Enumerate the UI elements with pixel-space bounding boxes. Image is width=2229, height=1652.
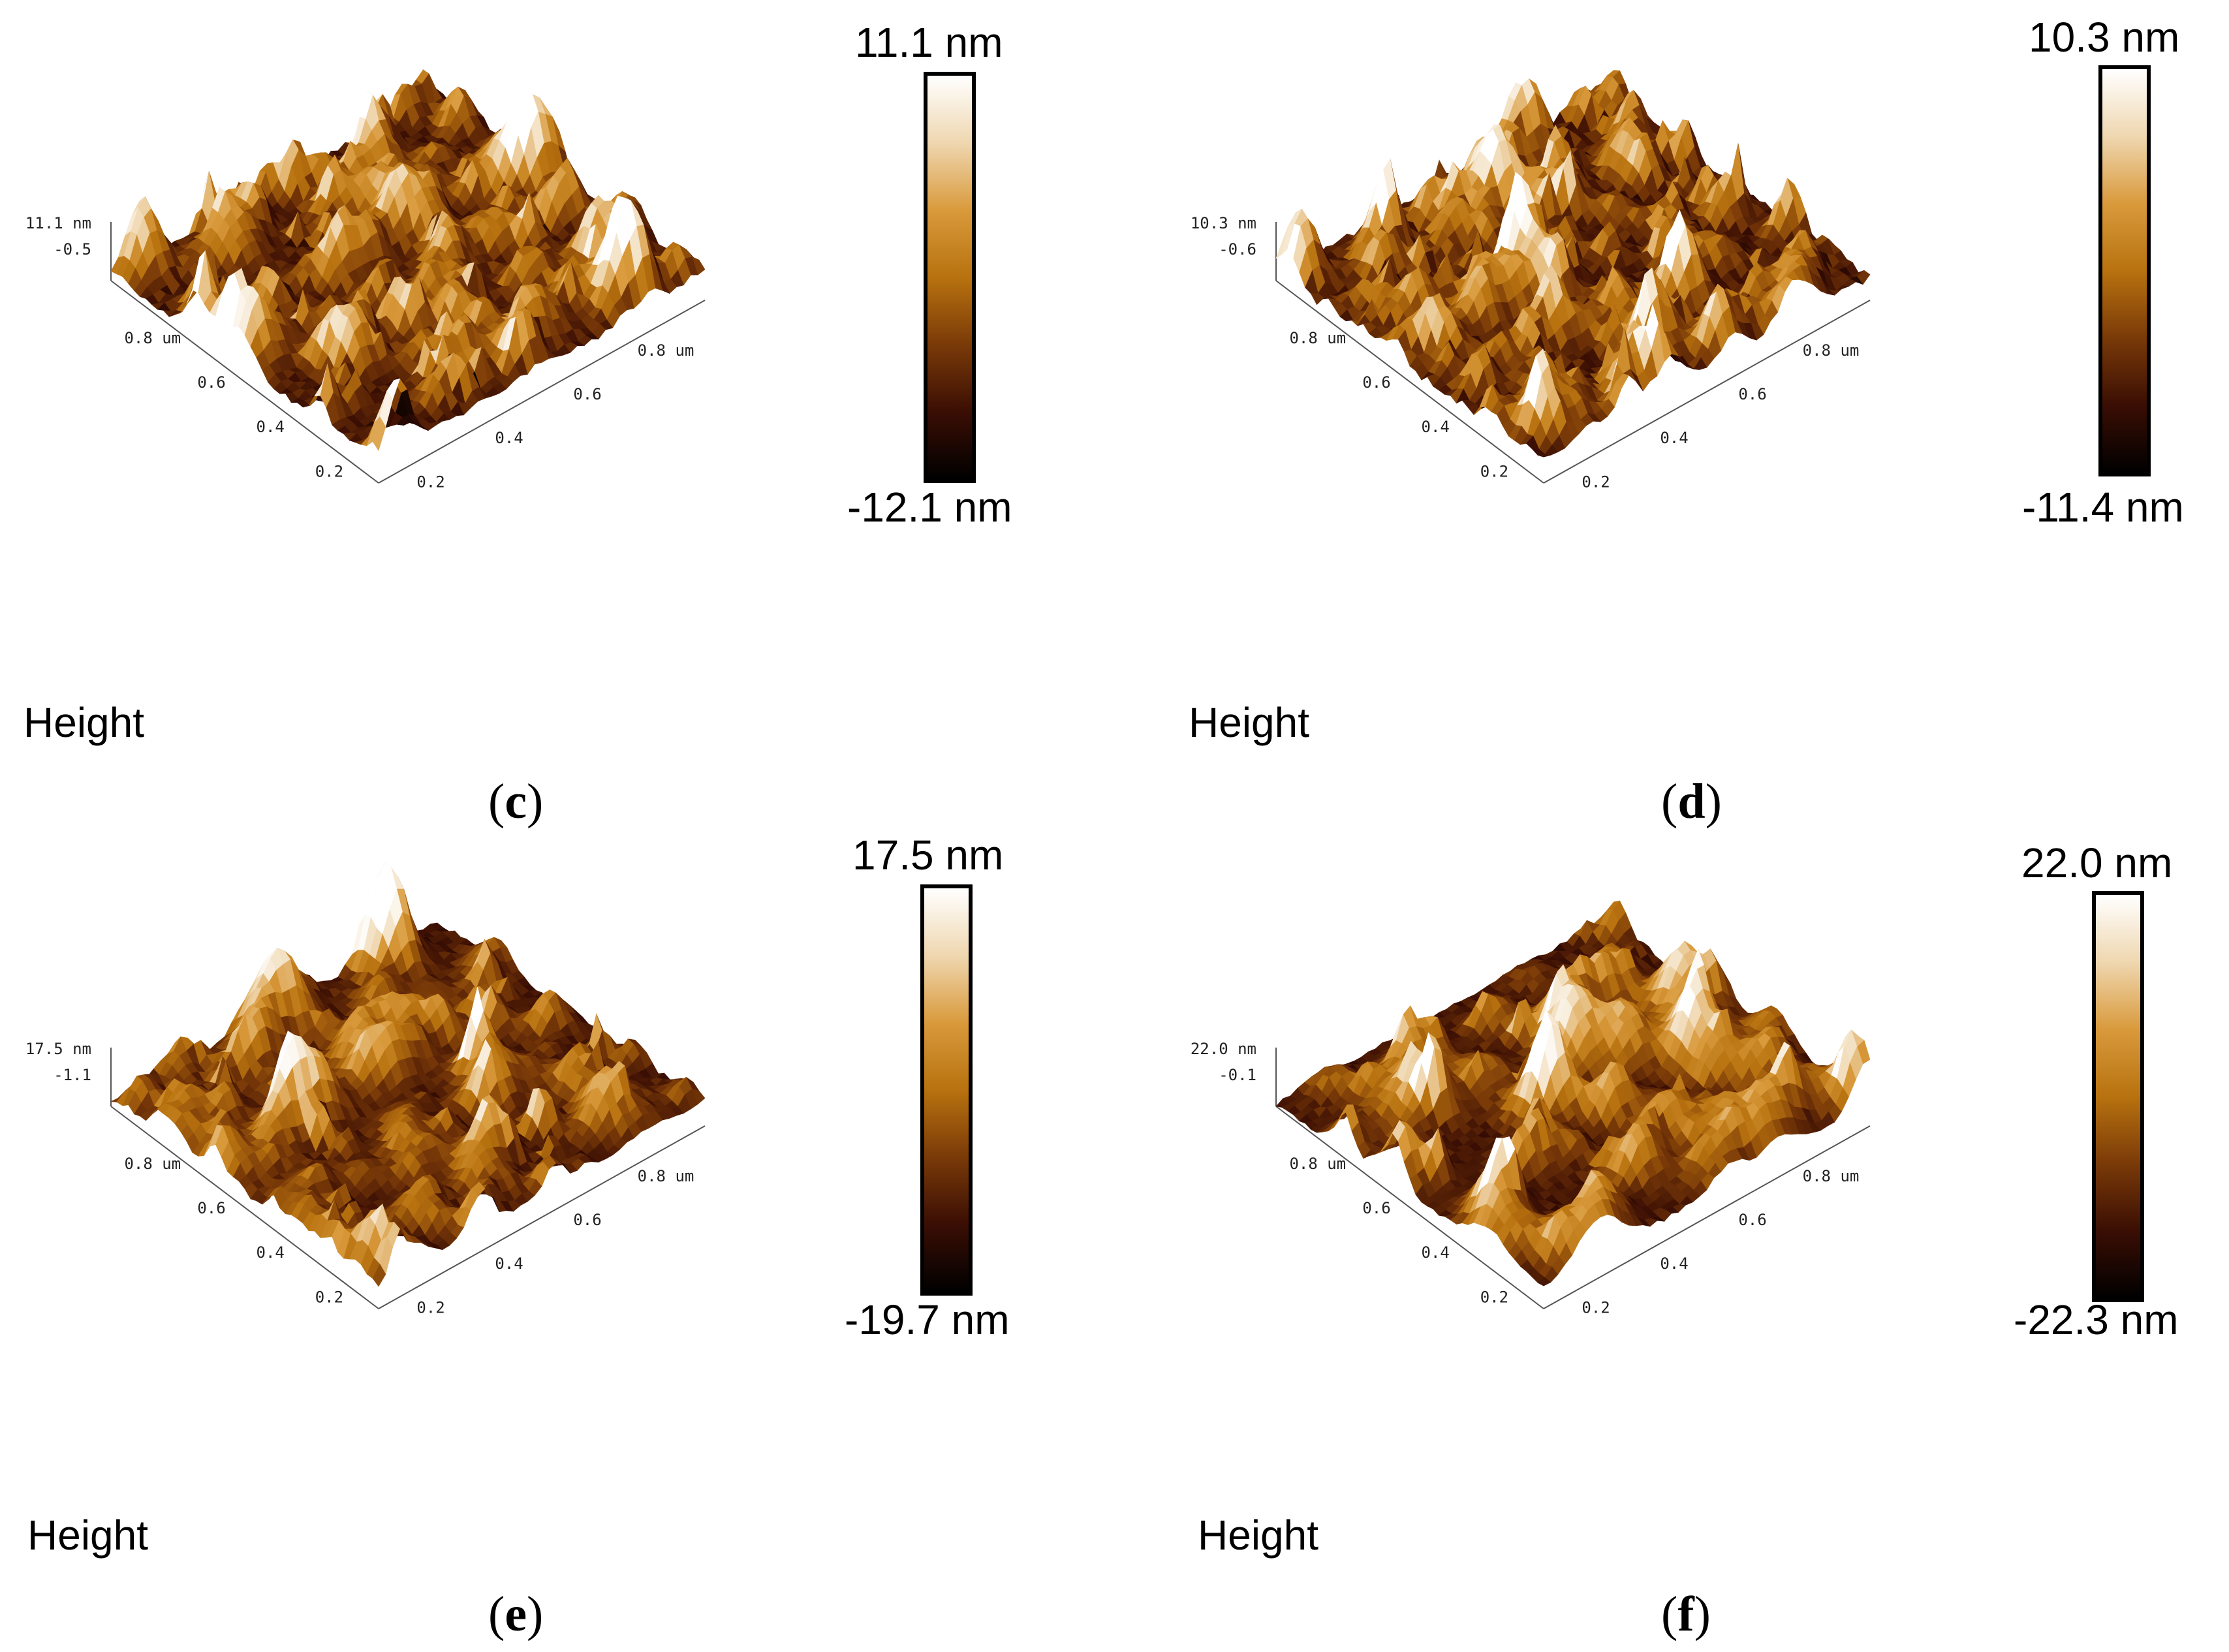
x-axis-line [1543, 1125, 1871, 1309]
z-axis-top-label: 11.1 nm [25, 214, 91, 232]
panel-e: 17.5 nm -1.1 0.8 um 0.6 0.4 0.2 0.2 0.4 0.6 0.8 u… [0, 826, 1114, 1651]
y-tick-label: 0.4 [1422, 418, 1450, 436]
x-tick-label: 0.8 um [1803, 341, 1860, 360]
x-tick-label: 0.8 um [638, 1167, 694, 1185]
y-tick-label: 0.2 [1480, 462, 1508, 480]
channel-label: Height [1189, 699, 1309, 746]
x-tick-label: 0.2 [416, 1298, 444, 1317]
y-tick-label: 0.2 [1480, 1288, 1508, 1306]
x-tick-label: 0.4 [1660, 1255, 1688, 1273]
y-tick-label: 0.8 um [124, 1155, 181, 1173]
colorbar-min-label: -12.1 nm [847, 484, 1012, 531]
afm-3d-surface: 11.1 nm -0.5 0.8 um 0.6 0.4 0.2 0.2 0.4 0.6 0.8 u… [25, 69, 706, 491]
z-axis-top-label: 22.0 nm [1191, 1040, 1256, 1058]
afm-3d-surface: 10.3 nm -0.6 0.8 um 0.6 0.4 0.2 0.2 0.4 0.6 0.8 u… [1191, 70, 1871, 491]
panel-f: 22.0 nm -0.1 0.8 um 0.6 0.4 0.2 0.2 0.4 0.6 0.8 u… [1165, 826, 2229, 1651]
panel-label: (f) [1661, 1587, 1711, 1642]
x-tick-label: 0.2 [1582, 473, 1610, 491]
x-tick-label: 0.4 [495, 1255, 523, 1273]
y-tick-label: 0.6 [1362, 373, 1390, 392]
channel-label: Height [1198, 1512, 1318, 1559]
y-tick-label: 0.2 [315, 1288, 343, 1306]
y-tick-label: 0.4 [257, 1243, 285, 1262]
surface-mesh [1275, 900, 1871, 1286]
channel-label: Height [23, 699, 144, 746]
colorbar [2098, 65, 2151, 476]
colorbar-max-label: 17.5 nm [852, 832, 1004, 879]
colorbar-max-label: 10.3 nm [2029, 14, 2180, 61]
panel-d: 10.3 nm -0.6 0.8 um 0.6 0.4 0.2 0.2 0.4 0.6 0.8 u… [1165, 0, 2229, 829]
x-tick-label: 0.6 [573, 1211, 601, 1229]
afm-3d-surface: 22.0 nm -0.1 0.8 um 0.6 0.4 0.2 0.2 0.4 0.6 0.8 u… [1191, 900, 1871, 1317]
y-tick-label: 0.6 [197, 373, 225, 392]
surface-mesh [1275, 70, 1871, 458]
colorbar [2092, 891, 2144, 1302]
surface-mesh [110, 69, 706, 452]
panel-label: (c) [488, 774, 544, 829]
y-axis-line [1275, 280, 1544, 484]
colorbar [920, 884, 973, 1296]
panel-c: 11.1 nm -0.5 0.8 um 0.6 0.4 0.2 0.2 0.4 0.6 0.8 u… [0, 0, 1114, 829]
x-axis-line [378, 1125, 706, 1309]
colorbar-min-label: -19.7 nm [845, 1296, 1010, 1343]
z-axis-mid-label: -0.6 [1219, 240, 1256, 258]
surface-mesh [110, 863, 706, 1287]
x-tick-label: 0.2 [416, 473, 444, 491]
y-tick-label: 0.8 um [124, 329, 181, 347]
x-tick-label: 0.6 [573, 385, 601, 403]
y-axis-line [110, 1106, 379, 1309]
x-tick-label: 0.8 um [1803, 1167, 1860, 1185]
z-axis-mid-label: -0.1 [1219, 1066, 1256, 1084]
colorbar-min-label: -22.3 nm [2014, 1296, 2179, 1343]
panel-label: (e) [488, 1587, 544, 1642]
colorbar-max-label: 22.0 nm [2021, 839, 2173, 886]
y-tick-label: 0.2 [315, 462, 343, 480]
y-tick-label: 0.6 [197, 1199, 225, 1217]
y-tick-label: 0.4 [1422, 1243, 1450, 1262]
x-axis-line [1543, 300, 1871, 484]
x-tick-label: 0.6 [1738, 385, 1766, 403]
x-tick-label: 0.2 [1582, 1298, 1610, 1317]
panel-label: (d) [1661, 774, 1722, 829]
y-tick-label: 0.6 [1362, 1199, 1390, 1217]
x-tick-label: 0.4 [1660, 429, 1688, 447]
x-tick-label: 0.8 um [638, 341, 694, 360]
channel-label: Height [27, 1512, 148, 1559]
y-axis-line [110, 280, 379, 484]
y-tick-label: 0.8 um [1289, 1155, 1346, 1173]
z-axis-top-label: 10.3 nm [1191, 214, 1256, 232]
z-axis-mid-label: -0.5 [54, 240, 91, 258]
x-tick-label: 0.4 [495, 429, 523, 447]
colorbar [924, 72, 976, 483]
y-axis-line [1275, 1106, 1544, 1309]
y-tick-label: 0.8 um [1289, 329, 1346, 347]
colorbar-max-label: 11.1 nm [855, 19, 1003, 66]
colorbar-min-label: -11.4 nm [2022, 484, 2184, 531]
z-axis-top-label: 17.5 nm [25, 1040, 91, 1058]
x-tick-label: 0.6 [1738, 1211, 1766, 1229]
x-axis-line [378, 300, 706, 484]
y-tick-label: 0.4 [257, 418, 285, 436]
afm-3d-surface: 17.5 nm -1.1 0.8 um 0.6 0.4 0.2 0.2 0.4 0.6 0.8 u… [25, 863, 706, 1317]
z-axis-mid-label: -1.1 [54, 1066, 91, 1084]
